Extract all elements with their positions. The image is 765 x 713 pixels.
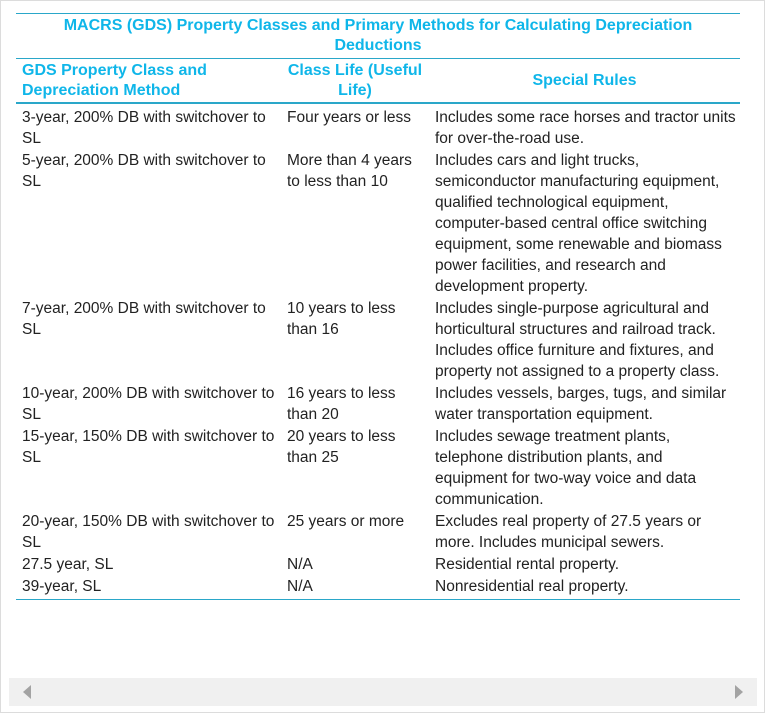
cell-special-rules: Includes sewage treatment plants, teleph… xyxy=(435,428,697,508)
table-row: 7-year, 200% DB with switchover to SL 10… xyxy=(16,297,740,382)
cell-class-life: N/A xyxy=(287,556,313,573)
table-row: 27.5 year, SL N/A Residential rental pro… xyxy=(16,553,740,575)
cell-special-rules: Includes single-purpose agricultural and… xyxy=(435,300,720,380)
macrs-table: GDS Property Class and Depreciation Meth… xyxy=(16,59,740,599)
cell-property-class: 15-year, 150% DB with switchover to SL xyxy=(22,428,275,466)
table-row: 15-year, 150% DB with switchover to SL 2… xyxy=(16,425,740,510)
header-row: GDS Property Class and Depreciation Meth… xyxy=(16,59,740,104)
table-bottom-rule xyxy=(16,599,740,600)
horizontal-scrollbar[interactable] xyxy=(9,678,757,706)
cell-special-rules: Nonresidential real property. xyxy=(435,578,629,595)
scroll-right-arrow-icon[interactable] xyxy=(735,685,743,699)
header-property-class: GDS Property Class and Depreciation Meth… xyxy=(16,59,281,104)
header-class-life: Class Life (Useful Life) xyxy=(281,59,429,104)
cell-class-life: N/A xyxy=(287,578,313,595)
table-row: 20-year, 150% DB with switchover to SL 2… xyxy=(16,510,740,553)
table-row: 3-year, 200% DB with switchover to SL Fo… xyxy=(16,103,740,149)
header-special-rules: Special Rules xyxy=(429,59,740,104)
cell-property-class: 10-year, 200% DB with switchover to SL xyxy=(22,385,275,423)
cell-class-life: 16 years to less than 20 xyxy=(287,385,396,423)
table-header: GDS Property Class and Depreciation Meth… xyxy=(16,59,740,104)
cell-property-class: 27.5 year, SL xyxy=(22,556,114,573)
cell-special-rules: Includes vessels, barges, tugs, and simi… xyxy=(435,385,727,423)
cell-special-rules: Includes some race horses and tractor un… xyxy=(435,109,736,147)
cell-special-rules: Includes cars and light trucks, semicond… xyxy=(435,152,722,295)
cell-property-class: 3-year, 200% DB with switchover to SL xyxy=(22,109,266,147)
cell-class-life: Four years or less xyxy=(287,109,412,126)
cell-class-life: 20 years to less than 25 xyxy=(287,428,396,466)
table-container: MACRS (GDS) Property Classes and Primary… xyxy=(16,13,740,600)
table-row: 10-year, 200% DB with switchover to SL 1… xyxy=(16,382,740,425)
table-row: 5-year, 200% DB with switchover to SL Mo… xyxy=(16,149,740,297)
cell-property-class: 39-year, SL xyxy=(22,578,102,595)
cell-property-class: 7-year, 200% DB with switchover to SL xyxy=(22,300,266,338)
cell-special-rules: Excludes real property of 27.5 years or … xyxy=(435,513,702,551)
cell-class-life: 25 years or more xyxy=(287,513,405,530)
cell-property-class: 20-year, 150% DB with switchover to SL xyxy=(22,513,275,551)
cell-special-rules: Residential rental property. xyxy=(435,556,620,573)
scroll-left-arrow-icon[interactable] xyxy=(23,685,31,699)
table-row: 39-year, SL N/A Nonresidential real prop… xyxy=(16,575,740,599)
cell-class-life: 10 years to less than 16 xyxy=(287,300,396,338)
table-body: 3-year, 200% DB with switchover to SL Fo… xyxy=(16,103,740,599)
table-caption: MACRS (GDS) Property Classes and Primary… xyxy=(16,13,740,59)
cell-class-life: More than 4 years to less than 10 xyxy=(287,152,412,190)
cell-property-class: 5-year, 200% DB with switchover to SL xyxy=(22,152,266,190)
